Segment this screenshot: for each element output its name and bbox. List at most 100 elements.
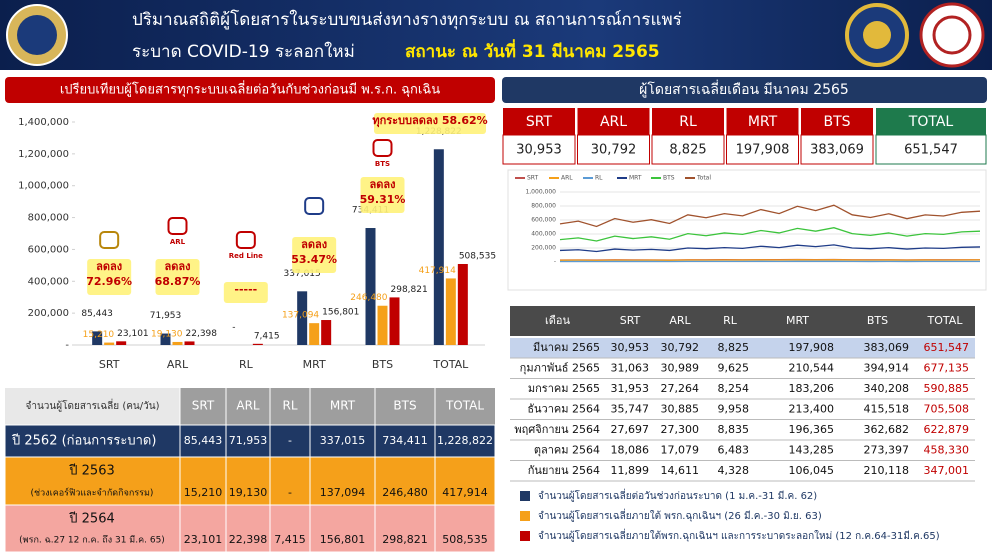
table-row-bg (4, 504, 496, 553)
table-cell: 273,397 (864, 444, 910, 457)
table-cell: 383,069 (864, 341, 910, 354)
series-line (559, 259, 981, 262)
card-head (726, 108, 799, 135)
table-cell: 210,544 (789, 362, 835, 375)
legend-label: จำนวนผู้โดยสารเฉลี่ยภายใต้ พรก.ฉุกเฉินฯ … (538, 508, 822, 522)
table-cell: ธันวาคม 2564 (527, 403, 600, 416)
card-name: SRT (526, 114, 553, 130)
value-label: - (232, 323, 235, 333)
series-line (559, 244, 981, 253)
annotation: ลดลง (370, 178, 396, 191)
value-label: 15,210 (83, 330, 115, 340)
x-tick-label: MRT (303, 358, 326, 371)
bar (116, 341, 127, 345)
right-title-box (502, 77, 987, 103)
card-head (577, 108, 650, 135)
legend-label: BTS (663, 175, 675, 182)
legend-swatch (520, 511, 530, 521)
table-cell: 394,914 (864, 362, 910, 375)
table-cell: 458,330 (924, 444, 970, 457)
y-tick-label: 400,000 (531, 231, 556, 238)
logo-icon (304, 197, 325, 215)
annotation: ลดลง (165, 260, 191, 273)
table-cell: 362,682 (864, 423, 910, 436)
card-name: BTS (823, 114, 850, 130)
card-head (801, 108, 873, 135)
logo-right-2 (919, 2, 985, 68)
status: สถานะ ณ วันที่ 31 มีนาคม 2565 (405, 39, 660, 62)
logo-right-1-inner (863, 21, 891, 49)
legend-swatch (520, 531, 530, 541)
legend-label: จำนวนผู้โดยสารเฉลี่ยภายใต้พรก.ฉุกเฉินฯ แ… (538, 528, 940, 542)
bar (160, 333, 171, 345)
table-cell: 156,801 (320, 533, 366, 546)
left-section-title: เปรียบเทียบผู้โดยสารทุกระบบเฉลี่ยต่อวันก… (60, 81, 440, 98)
bar (457, 263, 468, 345)
card-body (651, 134, 725, 165)
x-tick-label: SRT (99, 358, 120, 371)
table-cell: 85,443 (184, 434, 223, 447)
table-header: เดือน (545, 314, 571, 327)
logo-icon (372, 139, 393, 157)
value-label: 7,415 (254, 331, 280, 341)
content: - 200,000 400,000 600,000 800,000 1,000,000 1,… (4, 108, 987, 553)
bar (389, 297, 400, 345)
legend-swatch (520, 491, 530, 501)
logo-icon (167, 217, 188, 235)
table-cell: 417,914 (442, 486, 488, 499)
table-cell: พฤศจิกายน 2564 (514, 423, 600, 436)
table-row-bg (510, 461, 975, 481)
table-cell: 9,625 (718, 362, 750, 375)
table-cell: 17,079 (661, 444, 700, 457)
table-cell: 705,508 (924, 403, 970, 416)
table-cell: 11,899 (611, 464, 650, 477)
table-cell: มกราคม 2565 (528, 382, 600, 395)
card-value: 30,792 (591, 143, 637, 158)
right-section-title: ผู้โดยสารเฉลี่ยเดือน มีนาคม 2565 (639, 80, 849, 98)
bar (365, 228, 376, 345)
value-label: 246,480 (350, 293, 387, 303)
card-body (502, 134, 576, 165)
annotation: 59.31% (360, 193, 406, 206)
annotation-box (87, 259, 132, 295)
bar (92, 331, 103, 345)
table-cell: 143,285 (789, 444, 835, 457)
y-tick-label: 200,000 (28, 308, 69, 319)
y-tick-label: 600,000 (28, 244, 69, 255)
logo-label: Red Line (229, 252, 263, 260)
card-body (726, 134, 799, 165)
legend-label: MRT (629, 175, 642, 182)
table-header: SRT (192, 399, 215, 413)
y-tick-label: 1,000,000 (525, 189, 556, 196)
value-label: 298,821 (391, 285, 428, 295)
y-tick-label: - (554, 259, 556, 266)
table-cell: มีนาคม 2565 (533, 341, 600, 354)
table-cell: 27,300 (661, 423, 700, 436)
card-head (652, 108, 724, 135)
card-value: 30,953 (516, 143, 562, 158)
table-cell: 23,101 (184, 533, 223, 546)
logo-label: ARL (170, 238, 186, 246)
legend-label: ARL (561, 175, 573, 182)
annotation-box (360, 177, 405, 213)
table-cell: 213,400 (789, 403, 835, 416)
table-cell: กุมภาพันธ์ 2565 (520, 362, 600, 375)
row-label: ปี 2562 (ก่อนการระบาด) (11, 433, 156, 449)
row-label: ปี 2563 (68, 463, 114, 479)
row-label: ปี 2564 (68, 511, 114, 527)
table-cell: 347,001 (924, 464, 970, 477)
table-cell: 30,885 (661, 403, 700, 416)
table-cell: 8,254 (718, 382, 750, 395)
y-tick-label: - (65, 340, 69, 351)
table-cell: 19,130 (229, 486, 268, 499)
table-cell: 196,365 (789, 423, 835, 436)
header-band (0, 0, 992, 70)
x-tick-label: TOTAL (432, 358, 469, 371)
value-label: 137,094 (282, 311, 319, 321)
value-label: 337,015 (284, 269, 321, 279)
table-header: SRT (620, 314, 641, 327)
title-line2: ระบาด COVID-19 ระลอกใหม่ (132, 41, 355, 62)
card-value: 197,908 (736, 143, 790, 158)
table-cell: 27,264 (661, 382, 700, 395)
left-title-box (5, 77, 495, 103)
